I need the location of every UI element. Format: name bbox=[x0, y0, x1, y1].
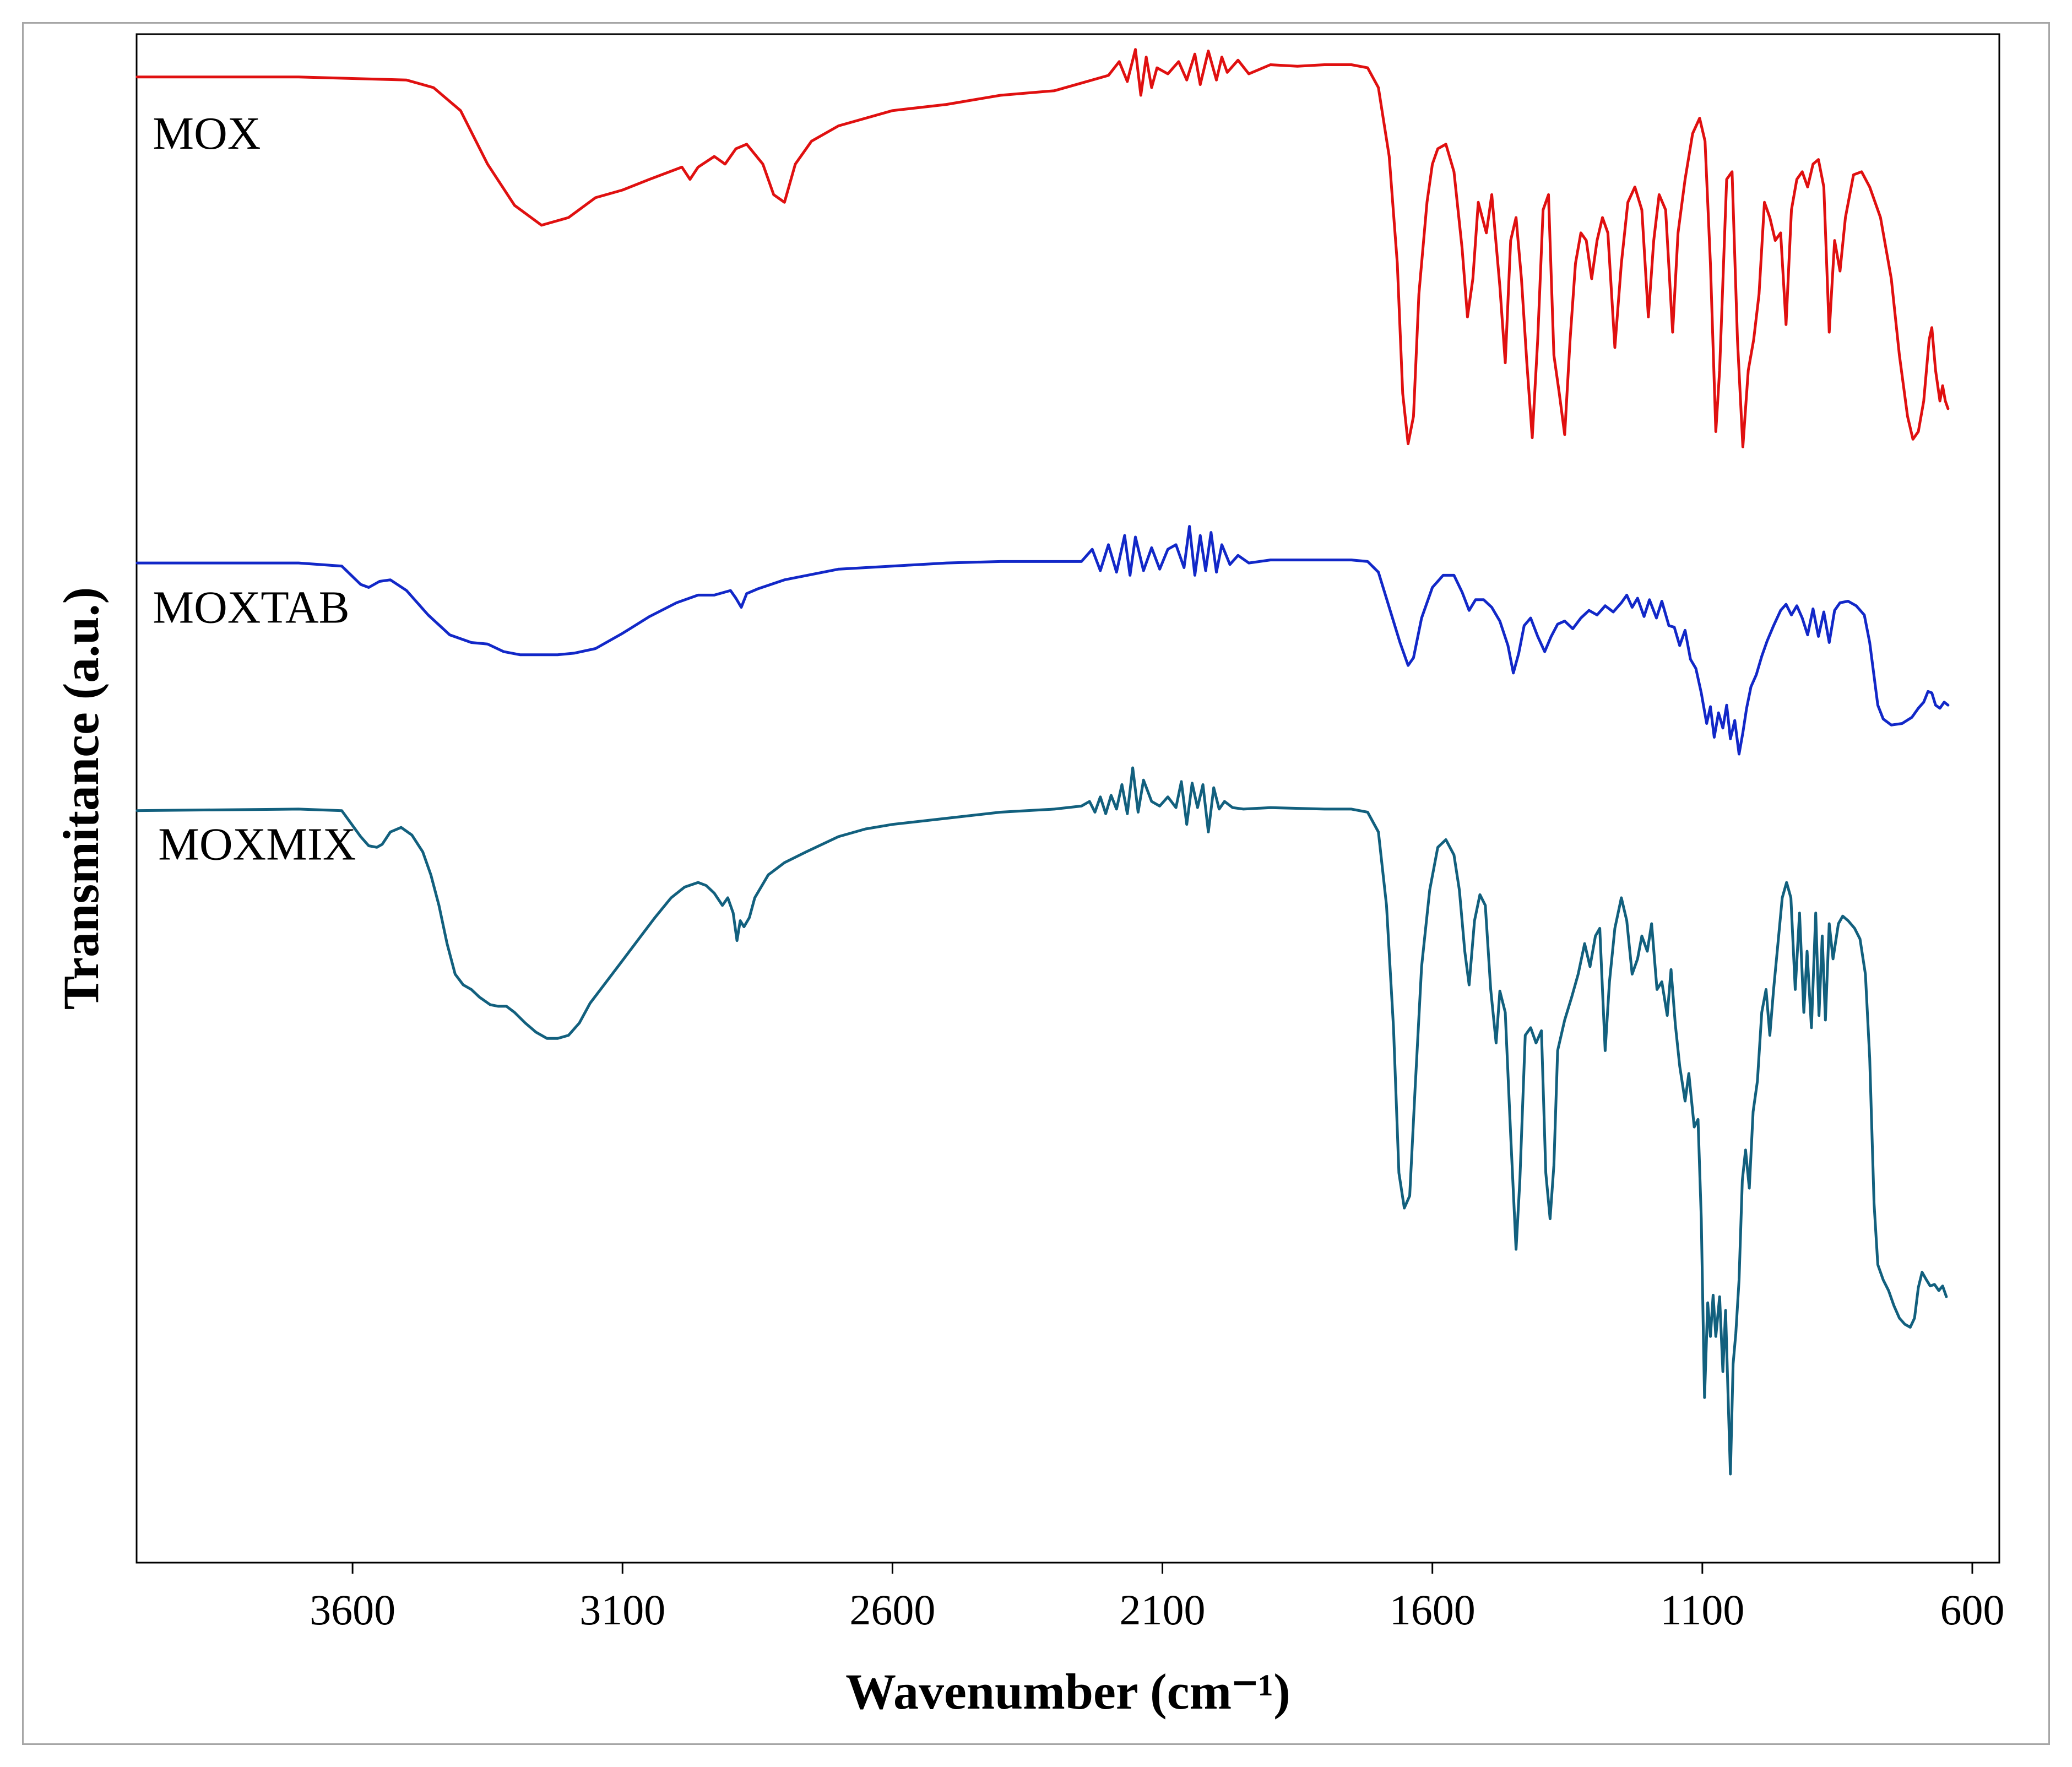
x-tick-label: 600 bbox=[1940, 1586, 2004, 1634]
plot-area-border bbox=[135, 33, 2000, 1564]
x-tick-label: 3600 bbox=[310, 1586, 395, 1634]
spectra-traces bbox=[135, 48, 1950, 1476]
x-tick-label: 2600 bbox=[849, 1586, 935, 1634]
series-line-mox bbox=[135, 48, 1950, 448]
series-line-moxmix bbox=[135, 766, 1948, 1476]
series-line-moxtab bbox=[135, 525, 1950, 756]
x-tick-label: 1100 bbox=[1660, 1586, 1744, 1634]
series-label-moxtab: MOXTAB bbox=[153, 582, 349, 633]
axes bbox=[135, 33, 2000, 1564]
series-labels: MOX MOXTAB MOXMIX bbox=[153, 108, 356, 870]
x-tick-label: 1600 bbox=[1390, 1586, 1476, 1634]
x-axis-ticks: 3600 3100 2600 2100 1600 1100 600 bbox=[310, 1563, 2004, 1634]
y-axis-title: Transmitance (a.u.) bbox=[53, 587, 109, 1010]
x-axis-title: Wavenumber (cm⁻¹) bbox=[845, 1663, 1290, 1720]
series-label-mox: MOX bbox=[153, 108, 261, 159]
series-label-moxmix: MOXMIX bbox=[158, 819, 356, 870]
figure-frame bbox=[22, 22, 2050, 1745]
x-tick-label: 3100 bbox=[579, 1586, 665, 1634]
x-tick-label: 2100 bbox=[1120, 1586, 1206, 1634]
